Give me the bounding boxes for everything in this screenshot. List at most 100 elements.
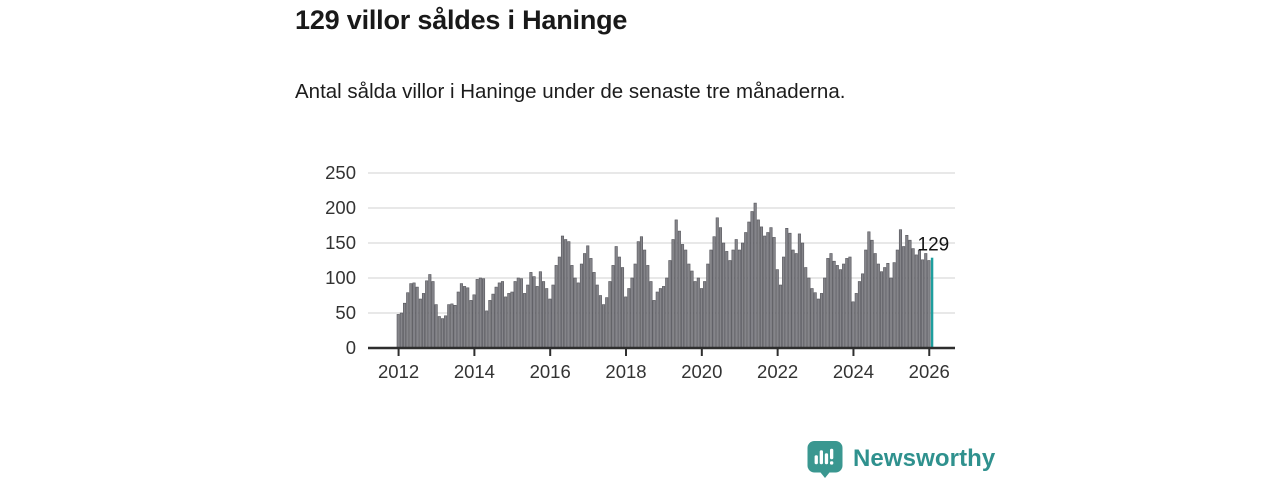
bar — [627, 288, 631, 349]
y-axis-tick-label: 100 — [325, 267, 356, 288]
bar — [510, 291, 514, 349]
brand-name: Newsworthy — [853, 445, 996, 472]
bar — [845, 258, 849, 349]
bar — [712, 236, 716, 349]
logo-bar-medium — [824, 453, 829, 465]
bar — [403, 302, 407, 349]
bar — [889, 277, 893, 349]
bar — [434, 304, 438, 349]
y-axis-tick-label: 0 — [346, 337, 356, 358]
bar — [431, 281, 435, 349]
y-axis-tick-label: 250 — [325, 162, 356, 183]
bar — [734, 239, 738, 349]
bar — [586, 245, 590, 349]
bar — [699, 288, 704, 349]
bar — [646, 265, 650, 349]
bar — [655, 291, 659, 349]
x-axis-tick-label: 2026 — [909, 361, 950, 382]
bar — [658, 288, 662, 349]
bar — [870, 239, 874, 349]
bar — [911, 248, 915, 349]
bar — [500, 281, 504, 349]
bar — [494, 286, 498, 349]
bar — [671, 239, 675, 349]
bar — [788, 232, 792, 349]
bar — [914, 254, 918, 349]
bar — [823, 277, 827, 349]
bar — [703, 281, 707, 349]
bar — [624, 296, 628, 349]
bar — [519, 278, 523, 349]
bar — [636, 241, 640, 349]
bar — [516, 277, 520, 349]
bar — [861, 273, 865, 349]
bar — [573, 277, 577, 349]
bar — [668, 260, 672, 349]
bar — [838, 269, 842, 349]
bar — [769, 227, 773, 349]
bar — [851, 301, 855, 349]
bar — [917, 249, 921, 349]
bar — [643, 249, 647, 349]
bar — [741, 242, 745, 349]
bar — [399, 312, 403, 349]
bar — [813, 292, 817, 349]
bar — [605, 297, 609, 349]
bar — [902, 246, 906, 349]
bar — [677, 230, 681, 349]
bar — [633, 263, 637, 349]
bar — [504, 296, 508, 349]
bar — [759, 226, 764, 349]
logo-exclamation-dot — [830, 461, 834, 465]
bar — [895, 249, 899, 349]
bar — [579, 263, 583, 349]
bar — [526, 284, 530, 349]
bar — [807, 277, 811, 349]
bar — [542, 281, 546, 349]
bar — [775, 269, 779, 349]
bar — [826, 258, 830, 349]
bar — [892, 262, 896, 349]
bar — [921, 259, 925, 349]
bar — [744, 232, 748, 349]
bar — [924, 253, 928, 349]
bar — [478, 277, 482, 349]
bar — [513, 281, 517, 349]
bar — [614, 246, 618, 349]
bar — [785, 228, 789, 349]
x-axis-tick-label: 2022 — [757, 361, 798, 382]
bar — [440, 318, 444, 349]
bar — [927, 260, 931, 349]
highlighted-bar — [930, 257, 934, 348]
bar — [620, 267, 625, 349]
bar — [583, 253, 587, 349]
bar — [535, 286, 539, 349]
bar — [450, 303, 454, 349]
bar — [782, 256, 786, 349]
bar — [864, 249, 868, 349]
bar — [595, 284, 599, 349]
bar — [867, 231, 871, 349]
y-axis-tick-label: 200 — [325, 197, 356, 218]
bar — [630, 277, 634, 349]
bar — [718, 227, 722, 349]
bar — [832, 260, 836, 349]
y-axis-tick-label: 150 — [325, 232, 356, 253]
bar — [444, 315, 448, 349]
bar — [617, 256, 621, 349]
bar — [497, 282, 501, 349]
bar — [797, 233, 801, 349]
bar — [652, 300, 656, 349]
bar — [538, 271, 542, 349]
bar — [810, 288, 814, 349]
bar — [766, 232, 770, 349]
bar — [485, 310, 489, 349]
bar — [576, 282, 580, 349]
x-axis-tick-label: 2018 — [605, 361, 646, 382]
bar — [753, 202, 757, 349]
bar — [396, 314, 400, 349]
bar — [731, 249, 735, 349]
bar — [772, 237, 776, 349]
bar — [829, 253, 833, 349]
bar — [523, 293, 527, 349]
